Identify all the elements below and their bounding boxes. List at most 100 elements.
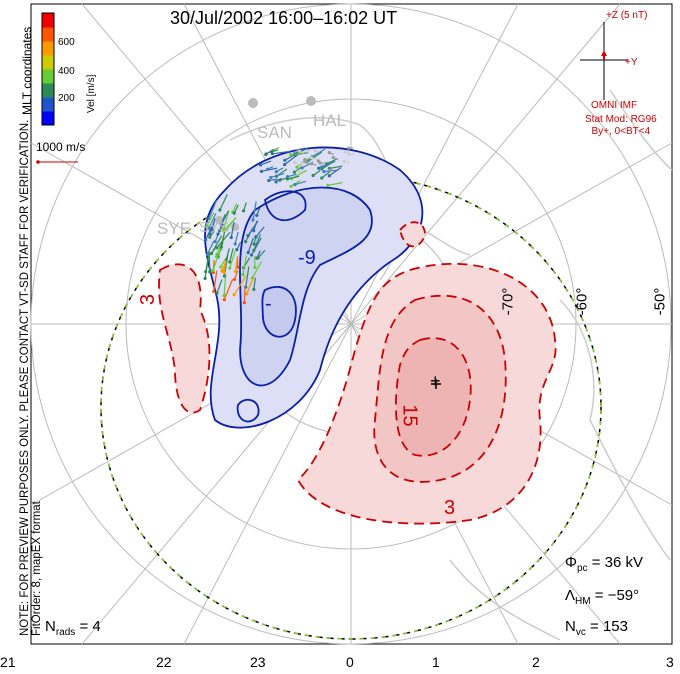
velocity-vector-dot: [309, 156, 313, 160]
velocity-vector-dot: [236, 265, 240, 269]
velocity-vector-line: [321, 160, 336, 168]
velocity-vector-dot: [229, 235, 233, 240]
site-marker-hal: [306, 96, 316, 106]
velocity-vector-dot: [274, 180, 278, 184]
velocity-vector-line: [287, 175, 300, 180]
colorbar-swatch: [42, 55, 54, 70]
radar-sites: [215, 96, 316, 231]
negative-cell-lower-loop: [236, 398, 260, 423]
contour-label-pos-15: 15: [398, 404, 421, 427]
velocity-vector-dot: [255, 213, 259, 217]
colorbar-swatch: [42, 83, 54, 98]
velocity-vector-line: [260, 160, 272, 166]
velocity-vector-dot: [285, 175, 290, 179]
stat-n-rads-prefix: N: [45, 618, 56, 635]
velocity-vector-dot: [218, 208, 222, 212]
velocity-vector-line: [213, 270, 218, 292]
velocity-vector-line: [223, 279, 234, 300]
velocity-vector-line: [327, 182, 343, 186]
velocity-vector-line: [246, 277, 254, 295]
site-label-san: SAN: [257, 123, 292, 142]
velocity-vector-dot: [252, 242, 256, 246]
contour-label-neg-9: -9: [298, 247, 316, 269]
velocity-vector-dot: [317, 166, 321, 170]
velocity-vector-dot: [289, 153, 293, 157]
velocity-vector-dot: [252, 248, 256, 252]
velocity-vector-dot: [219, 222, 223, 227]
contour-label-pos-3-left: 3: [137, 293, 160, 306]
colorbar-swatch: [42, 27, 54, 42]
velocity-vector-dot: [225, 227, 229, 231]
velocity-vector-dot: [274, 170, 278, 174]
velocity-vector-dot: [222, 298, 226, 302]
velocity-vector-line: [216, 279, 223, 294]
velocity-vectors: [203, 146, 355, 305]
velocity-vector-dot: [215, 246, 219, 250]
velocity-vector-line: [247, 237, 254, 253]
latitude-label-70: -70°: [499, 287, 517, 316]
velocity-vector-dot: [293, 160, 297, 165]
velocity-vector-dot: [212, 289, 216, 293]
imf-source: OMNI IMF: [591, 100, 638, 111]
velocity-vector-line: [290, 152, 304, 156]
velocity-vector-dot: [304, 160, 308, 164]
positive-cell-small: [399, 221, 426, 248]
velocity-vector-dot: [244, 240, 248, 244]
velocity-vector-dot: [320, 176, 324, 180]
velocity-vector-line: [219, 194, 228, 211]
velocity-vector-dot: [298, 149, 302, 153]
stat-nvc-prefix: N: [565, 618, 576, 635]
velocity-vector-dot: [292, 170, 296, 174]
mlt-label-3: 3: [666, 654, 674, 670]
velocity-vector-dot: [214, 255, 219, 259]
stat-lambda-hm: ΛHM = −59°: [565, 587, 639, 607]
colorbar-border: [41, 12, 55, 126]
velocity-vector-dot: [249, 253, 254, 257]
positive-cell-inner: [395, 337, 472, 457]
velocity-vector-dot: [331, 155, 335, 160]
colorbar-unit: Vel [m/s]: [86, 74, 97, 113]
stat-phi-value: = 36 kV: [591, 554, 643, 571]
imf-model: Stat Mod: RG96 By+, 0<BT<4: [585, 114, 657, 138]
velocity-vector-line: [226, 217, 236, 230]
velocity-vector-dot: [232, 293, 236, 297]
velocity-vector-dot: [216, 232, 220, 236]
velocity-vector-dot: [326, 183, 330, 187]
velocity-vector-dot: [295, 165, 299, 169]
velocity-vector-line: [255, 226, 265, 238]
latitude-label-60: -60°: [573, 287, 591, 316]
velocity-vector-line: [261, 167, 278, 172]
velocity-vector-line: [294, 180, 307, 186]
stat-nvc-sub: vc: [575, 627, 586, 638]
velocity-vector-dot: [246, 250, 250, 255]
site-marker-sye: [215, 216, 223, 224]
site-label-hal: HAL: [313, 111, 347, 130]
velocity-vector-dot: [328, 168, 332, 172]
velocity-vector-dot: [283, 158, 287, 162]
velocity-vector-dot: [318, 161, 322, 165]
velocity-vector-line: [210, 235, 223, 254]
velocity-vector-line: [284, 153, 299, 166]
colorbar-tick-400: 400: [58, 66, 75, 77]
mlt-label-21: 21: [0, 654, 16, 670]
velocity-vector-dot: [205, 223, 209, 228]
velocity-vector-line: [247, 220, 259, 237]
velocity-vector-dot: [228, 266, 232, 270]
velocity-vector-line: [270, 173, 285, 179]
velocity-colorbar: [41, 12, 55, 126]
velocity-vector-dot: [213, 240, 217, 244]
mlt-label-22: 22: [156, 654, 172, 670]
velocity-vector-line: [253, 234, 261, 251]
colorbar-swatch: [42, 41, 54, 56]
velocity-vector-dot: [300, 161, 304, 165]
stat-n-vc: Nvc = 153: [565, 618, 628, 638]
velocity-vector-line: [243, 287, 246, 303]
velocity-vector-dot: [203, 276, 207, 280]
note-text: NOTE: FOR PREVIEW PURPOSES ONLY. PLEASE …: [19, 120, 43, 636]
velocity-vector-line: [204, 257, 210, 279]
note-line2: FitOrder: 8, mapEX format: [31, 501, 43, 636]
velocity-vector-line: [220, 211, 229, 225]
velocity-vector-line: [253, 277, 256, 290]
velocity-vector-line: [206, 240, 215, 255]
